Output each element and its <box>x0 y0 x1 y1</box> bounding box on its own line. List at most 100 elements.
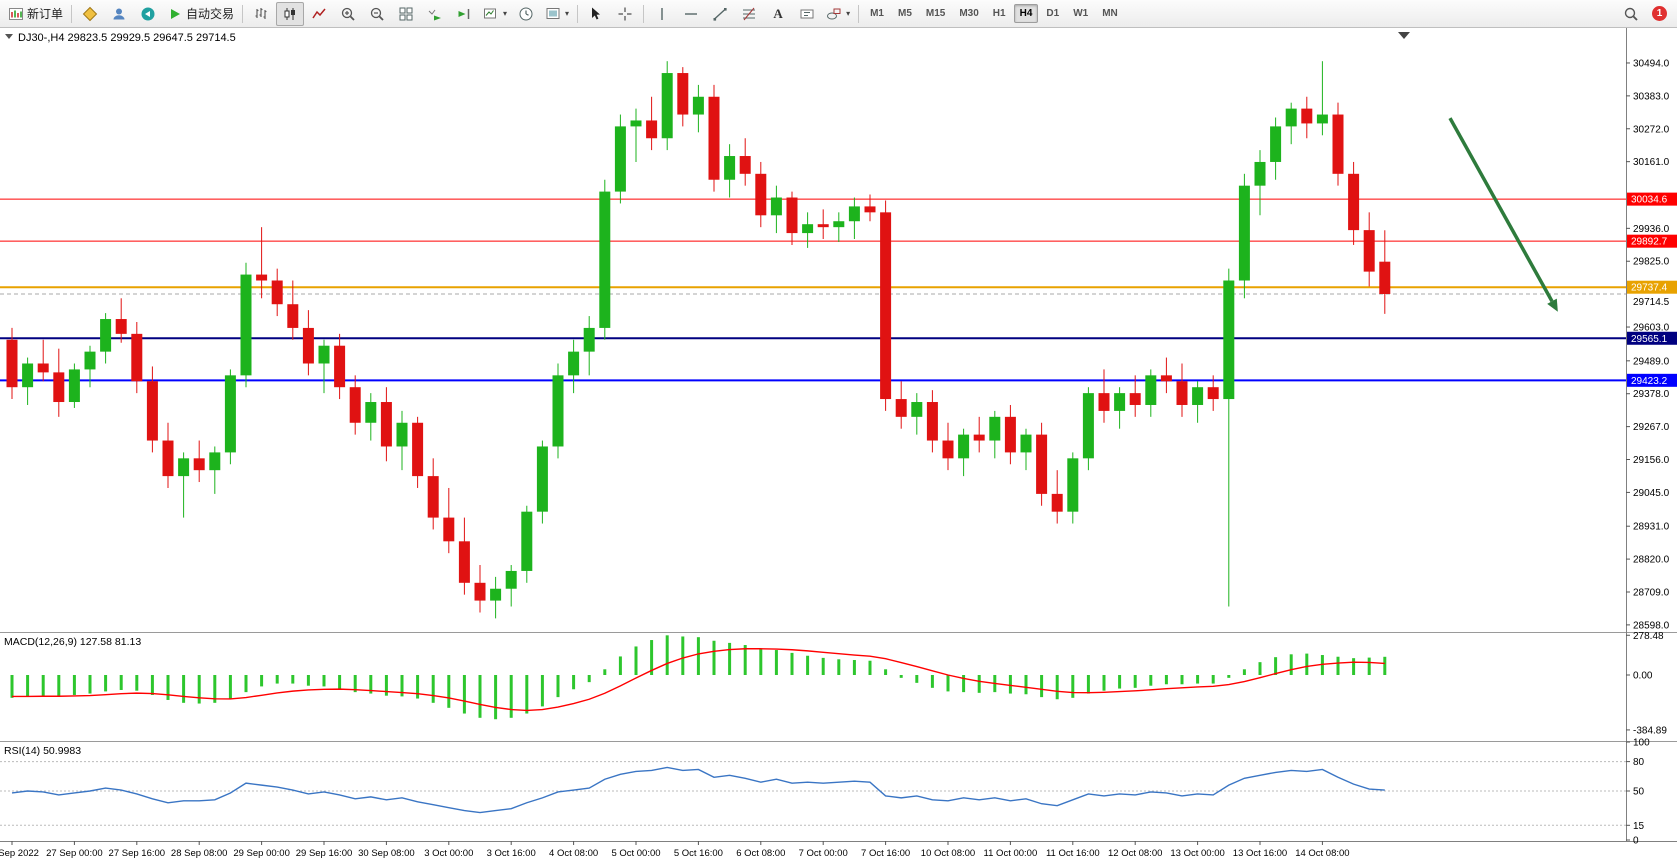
svg-text:29423.2: 29423.2 <box>1631 376 1668 387</box>
svg-text:30272.0: 30272.0 <box>1633 124 1670 135</box>
svg-text:30034.6: 30034.6 <box>1631 195 1668 206</box>
svg-text:30 Sep 08:00: 30 Sep 08:00 <box>358 848 415 859</box>
new-order-button[interactable]: 新订单 <box>4 2 67 26</box>
gold-diamond-icon <box>82 6 98 21</box>
chart-shift-marker[interactable] <box>1398 32 1410 39</box>
macd-panel-surface[interactable] <box>0 633 1626 740</box>
svg-text:80: 80 <box>1633 757 1645 768</box>
cursor-tool-button[interactable] <box>582 2 610 26</box>
svg-text:MACD(12,26,9) 127.58 81.13: MACD(12,26,9) 127.58 81.13 <box>4 636 141 648</box>
text-tool-button[interactable]: A <box>764 2 792 26</box>
svg-text:5 Oct 00:00: 5 Oct 00:00 <box>611 848 660 859</box>
crosshair-tool-button[interactable] <box>611 2 639 26</box>
svg-text:13 Oct 00:00: 13 Oct 00:00 <box>1170 848 1224 859</box>
autotrade-button[interactable]: 自动交易 <box>163 2 238 26</box>
line-chart-button[interactable] <box>305 2 333 26</box>
label-tag-icon <box>800 9 814 18</box>
candles-layer <box>6 61 1391 619</box>
timeframe-button-W1[interactable]: W1 <box>1073 8 1089 19</box>
tile-windows-button[interactable] <box>392 2 420 26</box>
timeframe-button-H1[interactable]: H1 <box>992 8 1006 19</box>
zoom-out-icon <box>370 7 384 21</box>
autoscroll-button[interactable] <box>421 2 449 26</box>
line-chart-icon <box>312 8 326 18</box>
svg-text:28709.0: 28709.0 <box>1633 587 1670 598</box>
search-icon <box>1624 7 1638 21</box>
svg-text:28 Sep 08:00: 28 Sep 08:00 <box>171 848 228 859</box>
chart-shift-button[interactable] <box>450 2 478 26</box>
trendline-icon <box>713 7 727 21</box>
svg-text:100: 100 <box>1633 738 1650 749</box>
zoom-in-icon <box>341 7 355 21</box>
toolbar-separator <box>242 4 244 23</box>
svg-text:0.00: 0.00 <box>1633 671 1653 682</box>
notification-badge[interactable]: 1 <box>1652 6 1667 21</box>
timeframe-button-M15[interactable]: M15 <box>925 8 946 19</box>
timeframe-button-D1[interactable]: D1 <box>1046 8 1060 19</box>
toolbar-separator <box>858 4 860 23</box>
zoom-out-button[interactable] <box>363 2 391 26</box>
search-button[interactable] <box>1617 2 1645 26</box>
new-order-label: 新订单 <box>27 7 64 21</box>
svg-text:7 Oct 00:00: 7 Oct 00:00 <box>799 848 848 859</box>
chart-window[interactable]: 30494.0 30383.0 30272.0 30161.0 29936.0 29825… <box>0 28 1677 861</box>
fibonacci-tool-button[interactable] <box>735 2 763 26</box>
price-level-label[interactable]: 29565.1 <box>1627 331 1677 345</box>
shapes-tool-button[interactable]: ▾ <box>822 2 854 26</box>
svg-text:29489.0: 29489.0 <box>1633 356 1670 367</box>
chart-menu-caret-icon[interactable] <box>5 34 13 39</box>
zoom-in-button[interactable] <box>334 2 362 26</box>
dropdown-caret-icon: ▾ <box>565 8 570 18</box>
timeframe-button-MN[interactable]: MN <box>1102 8 1118 19</box>
autoscroll-icon <box>428 9 442 20</box>
svg-text:29045.0: 29045.0 <box>1633 488 1670 499</box>
timeframe-button-M1[interactable]: M1 <box>870 8 884 19</box>
price-level-label[interactable]: 30034.6 <box>1627 192 1677 206</box>
svg-text:RSI(14) 50.9983: RSI(14) 50.9983 <box>4 745 81 757</box>
profile-button[interactable] <box>105 2 133 26</box>
tile-windows-icon <box>399 7 413 20</box>
svg-text:10 Oct 08:00: 10 Oct 08:00 <box>921 848 975 859</box>
price-level-label[interactable]: 29737.4 <box>1627 280 1677 294</box>
svg-text:29 Sep 16:00: 29 Sep 16:00 <box>296 848 353 859</box>
svg-text:6 Oct 08:00: 6 Oct 08:00 <box>736 848 785 859</box>
main-chart-surface[interactable] <box>0 28 1626 632</box>
new-chart-button[interactable]: ▾ <box>479 2 511 26</box>
horizontal-line-tool-button[interactable] <box>677 2 705 26</box>
svg-text:30494.0: 30494.0 <box>1633 58 1670 69</box>
vertical-line-tool-button[interactable] <box>648 2 676 26</box>
candlestick-chart-button[interactable] <box>276 1 305 26</box>
svg-text:11 Oct 00:00: 11 Oct 00:00 <box>984 848 1038 859</box>
community-icon <box>141 7 155 20</box>
text-tool-icon: A <box>773 5 783 21</box>
time-scale-area[interactable] <box>0 841 1677 861</box>
new-order-icon <box>9 7 23 20</box>
price-level-label[interactable]: 29892.7 <box>1627 234 1677 248</box>
dropdown-caret-icon: ▾ <box>503 8 508 18</box>
price-scale-area[interactable] <box>1626 28 1677 861</box>
mql-market-button[interactable] <box>76 2 104 26</box>
template-button[interactable]: ▾ <box>541 2 573 26</box>
period-clock-button[interactable] <box>512 2 540 26</box>
price-level-label[interactable]: 29423.2 <box>1627 373 1677 387</box>
fibonacci-icon <box>743 7 756 20</box>
bar-chart-button[interactable] <box>247 2 275 26</box>
svg-text:29156.0: 29156.0 <box>1633 455 1670 466</box>
svg-text:28598.0: 28598.0 <box>1633 620 1670 631</box>
label-tool-button[interactable] <box>793 2 821 26</box>
toolbar-separator <box>71 4 73 23</box>
svg-text:-384.89: -384.89 <box>1633 725 1667 736</box>
svg-text:29892.7: 29892.7 <box>1631 237 1668 248</box>
clock-icon <box>519 7 533 20</box>
autotrade-label: 自动交易 <box>186 7 235 21</box>
svg-text:DJ30-,H4 29823.5 29929.5 2964: DJ30-,H4 29823.5 29929.5 29647.5 29714.5 <box>18 32 236 44</box>
new-chart-icon <box>484 8 497 18</box>
timeframe-button-M5[interactable]: M5 <box>897 8 912 19</box>
timeframe-button-H4[interactable]: H4 <box>1013 4 1039 23</box>
trend-arrow-annotation[interactable] <box>1448 117 1558 312</box>
trendline-tool-button[interactable] <box>706 2 734 26</box>
cursor-icon <box>592 7 601 19</box>
timeframe-button-M30[interactable]: M30 <box>959 8 979 19</box>
svg-text:12 Oct 08:00: 12 Oct 08:00 <box>1108 848 1162 859</box>
community-button[interactable] <box>134 2 162 26</box>
